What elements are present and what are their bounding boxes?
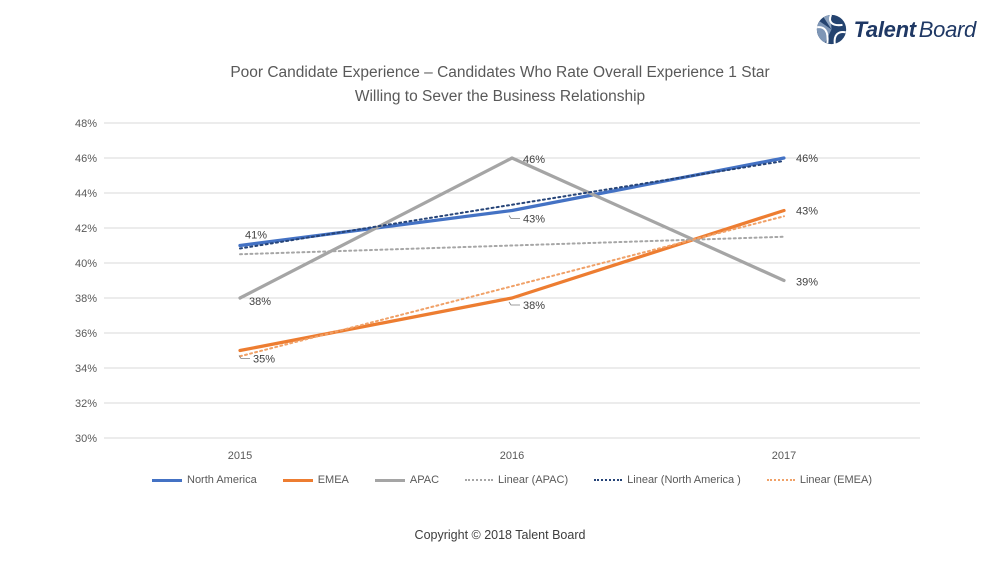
series-line-emea (238, 208, 786, 353)
x-axis-label: 2017 (772, 450, 796, 462)
data-label: 43% (523, 214, 545, 226)
legend-swatch-linear-emea (766, 479, 795, 481)
y-axis-label: 36% (75, 328, 97, 340)
chart-title-line2: Willing to Sever the Business Relationsh… (354, 88, 646, 105)
y-axis-label: 32% (75, 398, 97, 410)
y-axis-label: 48% (75, 118, 97, 130)
data-label: 38% (523, 300, 545, 312)
data-label: 41% (245, 230, 267, 242)
legend-swatch-apac (374, 478, 405, 482)
legend-swatch-linear-apac (465, 479, 494, 481)
x-axis-label: 2015 (228, 450, 252, 462)
legend-item-north-america: North America (152, 474, 257, 486)
legend-swatch-linear-north-america (594, 479, 623, 481)
data-label: 35% (253, 354, 275, 366)
legend-swatch-emea (282, 478, 313, 482)
legend-label-linear-emea: Linear (EMEA) (799, 474, 872, 486)
talentboard-logo: Talent Board (815, 13, 976, 46)
legend-label-north-america: North America (187, 474, 257, 486)
legend-item-emea: EMEA (282, 474, 349, 486)
x-axis-label: 2016 (500, 450, 524, 462)
legend-label-emea: EMEA (317, 474, 349, 486)
talentboard-wordmark: Talent Board (853, 16, 977, 43)
data-label: 46% (796, 153, 818, 165)
legend-item-linear-north-america: Linear (North America ) (594, 474, 741, 486)
data-label: 38% (249, 296, 271, 308)
data-label-leader (508, 215, 520, 219)
legend-label-linear-apac: Linear (APAC) (498, 474, 569, 486)
legend-item-apac: APAC (374, 474, 440, 486)
series-line-linear-emea (239, 215, 785, 358)
data-label: 43% (796, 206, 818, 218)
y-axis-label: 44% (75, 188, 97, 200)
legend-item-linear-emea: Linear (EMEA) (766, 474, 872, 486)
chart-legend: North America EMEA APAC Linear (APAC) Linear… (104, 471, 920, 489)
legend-label-apac: APAC (409, 474, 440, 486)
brand-name-bold: Talent (853, 16, 916, 42)
talentboard-globe-icon (816, 14, 846, 45)
y-axis-label: 42% (75, 223, 97, 235)
series-line-north-america (238, 156, 786, 248)
series-line-linear-north-america (239, 159, 785, 250)
legend-label-linear-north-america: Linear (North America ) (627, 474, 741, 486)
legend-swatch-north-america (152, 478, 182, 482)
data-label: 46% (523, 154, 545, 166)
chart-title: Poor Candidate Experience – Candidates W… (0, 61, 1000, 109)
y-axis-label: 46% (75, 153, 97, 165)
chart-title-line1: Poor Candidate Experience – Candidates W… (230, 64, 770, 81)
y-axis-label: 38% (75, 293, 97, 305)
brand-name-regular: Board (918, 16, 977, 42)
copyright-text: Copyright © 2018 Talent Board (414, 528, 586, 542)
y-axis-label: 34% (75, 363, 97, 375)
y-axis-label: 30% (75, 433, 97, 445)
legend-item-linear-apac: Linear (APAC) (465, 474, 568, 486)
data-label-leader (508, 301, 520, 306)
data-label: 39% (796, 277, 818, 289)
y-axis-label: 40% (75, 258, 97, 270)
data-label-leader (238, 355, 250, 359)
